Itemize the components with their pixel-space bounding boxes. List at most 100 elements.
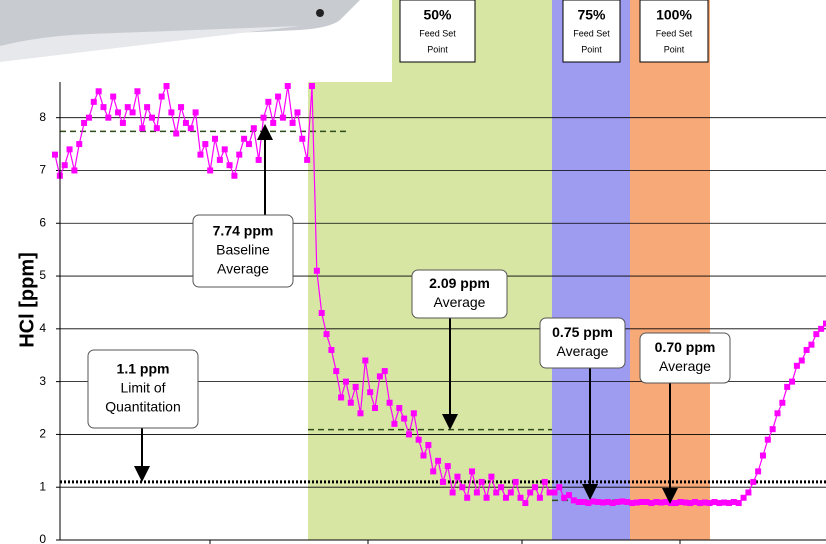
data-point	[299, 136, 305, 142]
data-point	[139, 125, 145, 131]
data-point	[484, 495, 490, 501]
data-point	[236, 152, 242, 158]
data-point	[566, 492, 572, 498]
annotation-text: Average	[434, 294, 486, 310]
data-point	[96, 88, 102, 94]
data-point	[81, 120, 87, 126]
data-point	[168, 109, 174, 115]
data-point	[319, 310, 325, 316]
data-point	[542, 479, 548, 485]
data-point	[556, 484, 562, 490]
data-point	[294, 109, 300, 115]
data-point	[202, 141, 208, 147]
annotation-text: Baseline	[216, 242, 270, 258]
data-point	[154, 125, 160, 131]
data-point	[770, 426, 776, 432]
annotation-label: 0.75 ppm	[552, 324, 613, 340]
data-point	[522, 500, 528, 506]
data-point	[367, 389, 373, 395]
data-point	[396, 405, 402, 411]
data-point	[265, 99, 271, 105]
data-point	[100, 104, 106, 110]
data-point	[324, 331, 330, 337]
data-point	[134, 88, 140, 94]
data-point	[304, 157, 310, 163]
data-point	[532, 484, 538, 490]
data-point	[222, 146, 228, 152]
region-label: 100%	[656, 7, 692, 23]
data-point	[411, 410, 417, 416]
data-point	[808, 342, 814, 348]
data-point	[227, 162, 233, 168]
y-tick-label: 1	[39, 479, 46, 493]
x-ticks	[210, 540, 680, 544]
data-point	[794, 363, 800, 369]
data-point	[440, 479, 446, 485]
y-tick-label: 7	[39, 163, 46, 177]
y-tick-label: 3	[39, 374, 46, 388]
data-point	[261, 115, 267, 121]
data-point	[173, 131, 179, 137]
data-point	[183, 120, 189, 126]
data-point	[76, 141, 82, 147]
data-point	[406, 431, 412, 437]
data-point	[207, 167, 213, 173]
annotation-text: Limit of	[120, 380, 165, 396]
data-point	[67, 146, 73, 152]
data-point	[178, 104, 184, 110]
data-point	[231, 173, 237, 179]
data-point	[474, 489, 480, 495]
y-tick-label: 5	[39, 268, 46, 282]
y-tick-label: 0	[39, 532, 46, 544]
data-point	[314, 268, 320, 274]
data-point	[159, 94, 165, 100]
data-point	[421, 453, 427, 459]
data-point	[382, 368, 388, 374]
data-point	[275, 94, 281, 100]
y-axis-label: HCl [ppm]	[16, 252, 38, 348]
y-tick-label: 4	[39, 321, 46, 335]
data-point	[125, 104, 131, 110]
region-text: Point	[664, 44, 685, 54]
data-point	[425, 442, 431, 448]
data-point	[736, 500, 742, 506]
data-point	[372, 405, 378, 411]
data-point	[164, 83, 170, 89]
device-image	[0, 0, 392, 82]
data-point	[818, 326, 824, 332]
data-point	[813, 331, 819, 337]
data-point	[513, 479, 519, 485]
data-point	[338, 394, 344, 400]
data-point	[62, 162, 68, 168]
data-point	[551, 489, 557, 495]
data-point	[105, 115, 111, 121]
y-tick-label: 8	[39, 110, 46, 124]
data-point	[280, 115, 286, 121]
data-point	[353, 384, 359, 390]
data-point	[537, 495, 543, 501]
data-point	[86, 115, 92, 121]
region-label: 75%	[577, 7, 606, 23]
data-point	[745, 489, 751, 495]
annotation-label: 7.74 ppm	[213, 223, 274, 239]
data-point	[251, 125, 257, 131]
data-point	[115, 109, 121, 115]
data-point	[464, 495, 470, 501]
data-point	[362, 358, 368, 364]
data-point	[760, 453, 766, 459]
data-point	[445, 463, 451, 469]
data-point	[493, 489, 499, 495]
data-point	[401, 416, 407, 422]
data-point	[357, 410, 363, 416]
data-point	[149, 115, 155, 121]
data-point	[91, 99, 97, 105]
data-point	[328, 347, 334, 353]
data-point	[755, 468, 761, 474]
data-point	[110, 94, 116, 100]
chart: 012345678 50%Feed SetPoint75%Feed SetPoi…	[0, 0, 826, 544]
annotation-label: 2.09 ppm	[429, 275, 490, 291]
data-point	[498, 484, 504, 490]
data-point	[508, 489, 514, 495]
data-point	[454, 474, 460, 480]
y-tick-label: 6	[39, 215, 46, 229]
